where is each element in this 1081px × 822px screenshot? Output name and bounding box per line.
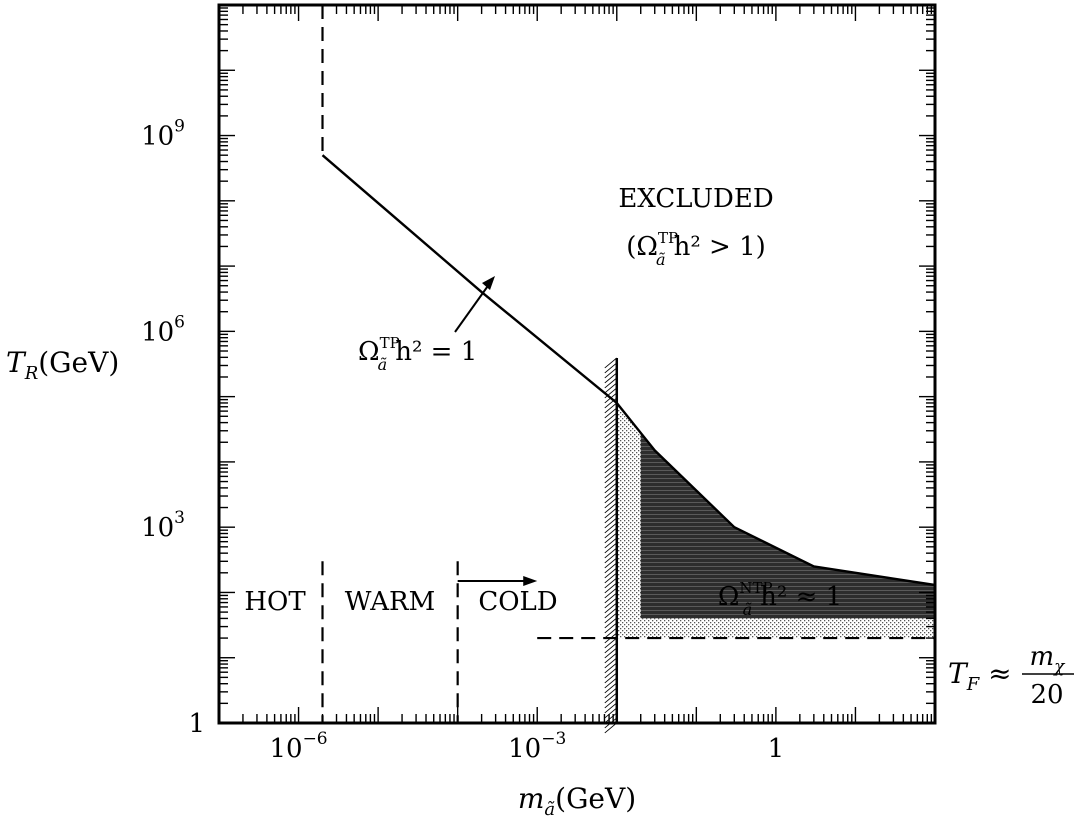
- hatch-mark: [604, 522, 618, 534]
- hatch-mark: [604, 542, 618, 554]
- hatch-mark: [604, 622, 618, 634]
- hatch-mark: [604, 657, 618, 669]
- hatch-mark: [604, 672, 618, 684]
- hatch-mark: [604, 422, 618, 434]
- x-tick-label: 10−3: [508, 729, 566, 764]
- hatch-mark: [604, 452, 618, 464]
- hatch-mark: [604, 662, 618, 674]
- hatch-mark: [604, 602, 618, 614]
- x-tick-label: 10−6: [269, 729, 327, 764]
- hatch-mark: [604, 722, 618, 734]
- tp-curve-label: ΩTP ã h² = 1: [358, 334, 477, 374]
- hatch-mark: [604, 527, 618, 539]
- y-tick-label: 103: [141, 508, 185, 543]
- y-tick-label: 106: [141, 312, 185, 347]
- hatch-mark: [604, 682, 618, 694]
- x-axis-label: mã(GeV): [518, 782, 636, 820]
- hatch-mark: [604, 382, 618, 394]
- excluded-condition: (ΩTP ã h² > 1): [626, 229, 766, 269]
- freezeout-label: TF ≈: [948, 657, 1012, 695]
- hatch-mark: [604, 482, 618, 494]
- hatch-mark: [604, 707, 618, 719]
- y-tick-label: 109: [141, 117, 185, 152]
- hatch-mark: [604, 547, 618, 559]
- warm-label: WARM: [345, 587, 435, 617]
- ntp-region-label: ΩNTP ã h² ≈ 1: [718, 579, 842, 619]
- hatch-mark: [604, 697, 618, 709]
- hatch-mark: [604, 702, 618, 714]
- freezeout-numerator: mχ: [1030, 642, 1067, 677]
- hatch-mark: [604, 357, 618, 369]
- excluded-label: EXCLUDED: [618, 184, 773, 214]
- hatch-mark: [604, 437, 618, 449]
- cold-label: COLD: [478, 587, 557, 617]
- hatch-mark: [604, 502, 618, 514]
- hatch-mark: [604, 617, 618, 629]
- hatch-mark: [604, 627, 618, 639]
- hatch-mark: [604, 552, 618, 564]
- hatch-mark: [604, 397, 618, 409]
- hatch-mark: [604, 367, 618, 379]
- hatch-mark: [604, 402, 618, 414]
- tp-pointer-line: [454, 282, 491, 333]
- hatch-mark: [604, 417, 618, 429]
- hatch-mark: [604, 607, 618, 619]
- hatch-mark: [604, 472, 618, 484]
- hatch-mark: [604, 712, 618, 724]
- hatch-mark: [604, 407, 618, 419]
- hatch-mark: [604, 677, 618, 689]
- ntp-shaded-region: [640, 432, 935, 619]
- tp-curve-line: [321, 154, 935, 587]
- hatch-mark: [604, 442, 618, 454]
- hatch-mark: [604, 637, 618, 649]
- hatch-mark: [604, 652, 618, 664]
- hatch-mark: [604, 612, 618, 624]
- hatch-mark: [604, 492, 618, 504]
- hatch-mark: [604, 532, 618, 544]
- tp-pointer-head: [482, 276, 495, 290]
- plot-frame: [217, 3, 937, 725]
- y-axis-label: TR(GeV): [6, 346, 119, 384]
- hatch-mark: [604, 692, 618, 704]
- hatch-mark: [604, 457, 618, 469]
- y-tick-label: 1: [188, 709, 205, 739]
- hatch-mark: [604, 587, 618, 599]
- hatch-mark: [604, 567, 618, 579]
- hatch-mark: [604, 362, 618, 374]
- hatch-mark: [604, 517, 618, 529]
- hatch-mark: [604, 592, 618, 604]
- hatch-mark: [604, 572, 618, 584]
- hot-label: HOT: [244, 587, 306, 617]
- hatch-mark: [604, 467, 618, 479]
- hatch-mark: [604, 497, 618, 509]
- hatch-mark: [604, 647, 618, 659]
- hatch-mark: [604, 687, 618, 699]
- hatch-mark: [604, 537, 618, 549]
- hatch-mark: [604, 412, 618, 424]
- hatch-mark: [604, 462, 618, 474]
- hatch-mark: [604, 642, 618, 654]
- freezeout-denominator: 20: [1030, 680, 1063, 710]
- hatch-mark: [604, 477, 618, 489]
- cold-arrow-head: [523, 575, 538, 586]
- hatch-mark: [604, 507, 618, 519]
- hatch-mark: [604, 432, 618, 444]
- hatch-mark: [604, 577, 618, 589]
- hatch-mark: [604, 387, 618, 399]
- hatch-mark: [604, 512, 618, 524]
- hatch-mark: [604, 427, 618, 439]
- hatch-mark: [604, 562, 618, 574]
- hatch-mark: [604, 447, 618, 459]
- hatch-mark: [604, 487, 618, 499]
- x-tick-label: 1: [768, 734, 785, 764]
- hatch-mark: [604, 667, 618, 679]
- hatch-mark: [604, 582, 618, 594]
- hatch-mark: [604, 372, 618, 384]
- hatch-mark: [604, 597, 618, 609]
- hatch-mark: [604, 377, 618, 389]
- hatch-mark: [604, 557, 618, 569]
